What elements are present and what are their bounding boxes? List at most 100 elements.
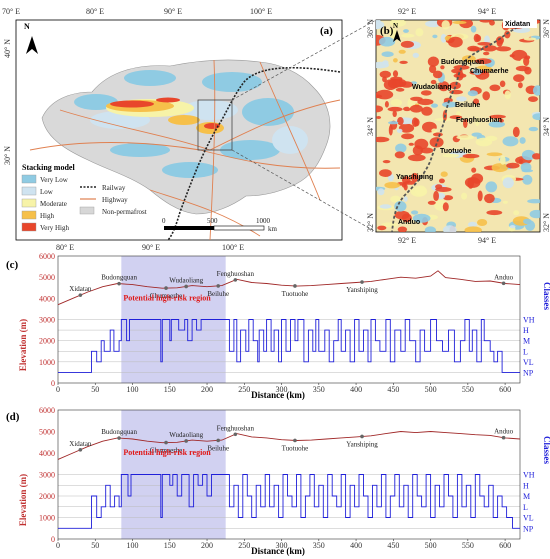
- panel-d-ylabel-left: Elevation (m): [18, 474, 28, 526]
- svg-text:100° E: 100° E: [250, 7, 272, 16]
- station-marker: [360, 280, 364, 284]
- x-tick-label: 600: [499, 541, 511, 550]
- station-marker: [164, 440, 168, 445]
- panel-b-stations: Xidatan Budongquan Chumaerhe Wudaoliang …: [396, 18, 537, 226]
- x-tick-label: 550: [462, 385, 474, 394]
- x-tick-label: 200: [201, 385, 213, 394]
- legend-label-high: High: [40, 212, 55, 220]
- station-label-chumaerhe: Chumaerhe: [150, 447, 182, 455]
- panel-d-classes-line: [58, 474, 520, 529]
- station-label-fenghuoshan: Fenghuoshan: [217, 270, 255, 278]
- x-tick-label: 300: [276, 385, 288, 394]
- station-marker: [501, 435, 506, 440]
- station-beiluhe: Beiluhe: [455, 102, 480, 109]
- station-label-yanshiping: Yanshiping: [346, 440, 378, 448]
- svg-text:Stacking model: Stacking model: [22, 163, 75, 172]
- x-tick-label: 500: [425, 541, 437, 550]
- svg-text:km: km: [268, 225, 278, 233]
- station-label-anduo: Anduo: [494, 428, 514, 436]
- panel-d-highlight-label: Potential high-risk region: [123, 448, 211, 457]
- station-marker: [216, 284, 221, 288]
- station-label-budongquan: Budongquan: [101, 274, 137, 282]
- station-tuotuohe: Tuotuohe: [440, 148, 471, 155]
- class-tick-label: L: [523, 347, 528, 356]
- x-tick-label: 150: [164, 385, 176, 394]
- y-tick-label: 1000: [39, 358, 55, 367]
- legend-label-low: Low: [40, 188, 54, 196]
- class-tick-label: VH: [523, 316, 535, 325]
- station-label-xidatan: Xidatan: [69, 440, 92, 448]
- class-tick-label: NP: [523, 524, 534, 533]
- x-tick-label: 50: [91, 385, 99, 394]
- x-tick-label: 600: [499, 385, 511, 394]
- y-tick-label: 4000: [39, 294, 55, 303]
- panel-c-chart: 0 50 100 150 200 250 300 350 400 450 500 550 6000100…: [6, 252, 550, 400]
- panel-a-ticks: 70° E 80° E 90° E 100° E 80° E 90° E 100…: [2, 7, 272, 252]
- svg-text:92° E: 92° E: [398, 236, 416, 245]
- x-tick-label: 100: [127, 385, 139, 394]
- legend-swatch-very-low: [21, 174, 37, 184]
- station-label-wudaoliang: Wudaoliang: [169, 431, 203, 439]
- x-tick-label: 0: [56, 541, 60, 550]
- y-tick-label: 2000: [39, 492, 55, 501]
- legend-label-very-low: Very Low: [40, 176, 69, 184]
- svg-text:Highway: Highway: [102, 196, 128, 204]
- svg-text:80° E: 80° E: [86, 7, 104, 16]
- panel-a-label: (a): [320, 25, 333, 37]
- svg-text:40° N: 40° N: [3, 39, 12, 58]
- station-marker: [117, 436, 121, 440]
- station-marker: [293, 284, 297, 288]
- station-marker: [501, 281, 506, 286]
- svg-text:Railway: Railway: [102, 184, 126, 192]
- station-marker: [117, 281, 121, 286]
- station-label-beiluhe: Beiluhe: [207, 290, 229, 298]
- station-label-wudaoliang: Wudaoliang: [169, 276, 203, 284]
- panel-d-elevation-line: [57, 431, 521, 460]
- x-tick-label: 550: [462, 541, 474, 550]
- svg-text:100° E: 100° E: [222, 243, 244, 252]
- svg-text:94° E: 94° E: [478, 7, 496, 16]
- x-tick-label: 0: [56, 385, 60, 394]
- station-label-xidatan: Xidatan: [69, 285, 92, 293]
- svg-text:1000: 1000: [256, 217, 271, 225]
- legend-swatch-moderate: [21, 198, 37, 208]
- svg-text:36° N: 36° N: [366, 19, 375, 38]
- svg-text:70° E: 70° E: [2, 7, 20, 16]
- svg-text:Non-permafrost: Non-permafrost: [102, 208, 147, 216]
- y-tick-label: 5000: [39, 273, 55, 282]
- svg-text:80° E: 80° E: [56, 243, 74, 252]
- y-tick-label: 4000: [39, 449, 55, 458]
- class-tick-label: H: [523, 481, 529, 490]
- station-marker: [233, 278, 238, 282]
- y-tick-label: 2000: [39, 337, 55, 346]
- svg-text:32° N: 32° N: [366, 213, 375, 232]
- legend-swatch-low: [21, 186, 37, 196]
- x-tick-label: 450: [387, 541, 399, 550]
- svg-text:500: 500: [207, 217, 218, 225]
- svg-text:34° N: 34° N: [366, 117, 375, 136]
- x-tick-label: 250: [238, 385, 250, 394]
- station-fenghuoshan: Fenghuoshan: [456, 117, 502, 124]
- y-tick-label: 6000: [39, 406, 55, 415]
- panel-b-map: (b) N 92° E 94° E 92° E 94° E 36° N 34° …: [366, 7, 550, 245]
- class-tick-label: VH: [523, 471, 535, 480]
- svg-text:90° E: 90° E: [164, 7, 182, 16]
- station-label-yanshiping: Yanshiping: [346, 286, 378, 294]
- station-label-tuotuohe: Tuotuohe: [282, 444, 309, 452]
- very-low-patches: [74, 70, 294, 178]
- svg-text:94° E: 94° E: [478, 236, 496, 245]
- railway-b: [391, 20, 537, 232]
- x-tick-label: 200: [201, 541, 213, 550]
- x-tick-label: 400: [350, 385, 362, 394]
- y-tick-label: 0: [51, 379, 55, 388]
- station-label-tuotuohe: Tuotuohe: [282, 290, 309, 298]
- class-tick-label: M: [523, 492, 530, 501]
- legend-label-very-high: Very High: [40, 224, 69, 232]
- class-tick-label: NP: [523, 368, 534, 377]
- svg-text:34° N: 34° N: [542, 117, 550, 136]
- panel-c-label: (c): [6, 259, 19, 271]
- svg-text:0: 0: [162, 217, 166, 225]
- y-tick-label: 3000: [39, 471, 55, 480]
- station-label-fenghuoshan: Fenghuoshan: [217, 424, 255, 432]
- panel-d-label: (d): [6, 411, 20, 423]
